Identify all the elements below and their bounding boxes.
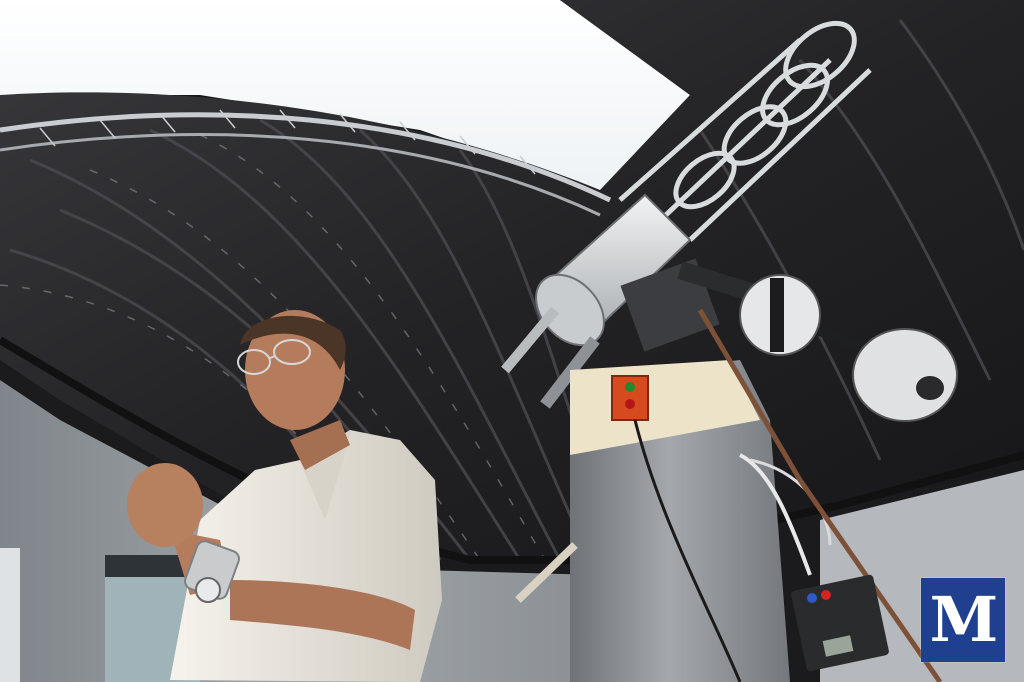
- m-logo: M: [921, 578, 1005, 662]
- telescope: [501, 20, 958, 422]
- telescope-pier: [515, 308, 943, 682]
- logo-letter: M: [929, 583, 999, 656]
- hand-controller: [791, 574, 889, 672]
- man-figure: [127, 310, 442, 682]
